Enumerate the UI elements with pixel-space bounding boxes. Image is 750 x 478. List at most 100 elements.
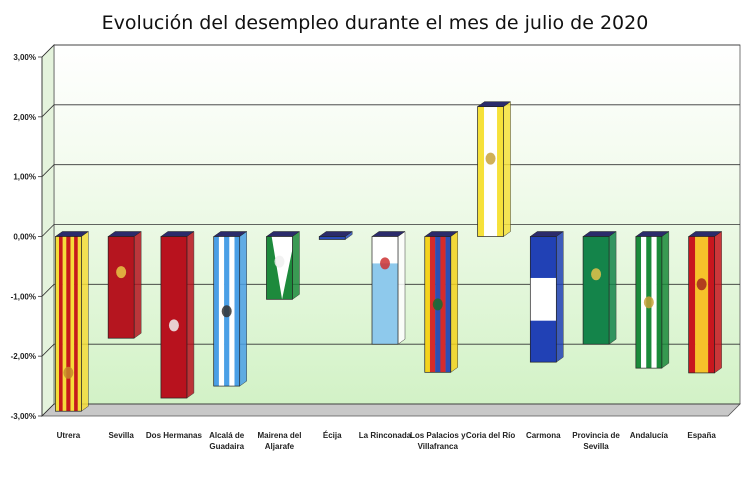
y-tick-label: -3,00%: [11, 412, 36, 421]
y-tick-label: 2,00%: [13, 113, 36, 122]
x-tick-label: Carmona: [526, 431, 561, 440]
bar-outline: [477, 106, 504, 237]
chart-title: Evolución del desempleo durante el mes d…: [101, 12, 649, 34]
y-tick-label: 0,00%: [13, 233, 36, 242]
x-tick-label: Utrera: [57, 431, 81, 440]
bar-ecija: [318, 231, 354, 240]
bar-stripe: [62, 236, 67, 412]
bar-rinconada: [371, 231, 406, 345]
bar-stripe: [656, 236, 663, 369]
gridline: [41, 224, 740, 237]
bar-side-face: [133, 231, 142, 339]
bar-outline: [688, 236, 715, 374]
plot-area: [41, 44, 741, 417]
bar-stripe: [59, 236, 63, 412]
bar-stripe: [229, 236, 235, 387]
gridline: [41, 403, 740, 417]
x-tick-label: Andalucía: [630, 431, 669, 440]
bar-provincia: [582, 231, 617, 345]
bar-dos-hermanas: [160, 231, 195, 399]
flag-emblem: [485, 152, 496, 165]
bar-outline: [529, 236, 557, 363]
flag-emblem: [63, 366, 74, 379]
bar-stripe: [695, 236, 709, 373]
bar-stripe: [429, 236, 436, 373]
x-tick-label: Sevilla: [108, 431, 134, 440]
bar-outline: [55, 236, 82, 412]
bar-stripe: [583, 236, 610, 345]
flag-emblem: [221, 305, 232, 318]
bar-stripe: [74, 236, 78, 412]
bar-stripe: [319, 236, 346, 240]
bar-outline: [318, 236, 346, 240]
x-tick-label: Coria del Río: [466, 431, 515, 440]
flag-emblem: [696, 278, 707, 291]
bar-espana: [687, 231, 723, 374]
bar-side-face: [397, 231, 406, 345]
bar-stripe: [271, 236, 293, 300]
bar-stripe: [445, 236, 451, 373]
bar-stripe: [160, 236, 188, 399]
bar-outline: [635, 236, 663, 369]
bar-stripe: [424, 236, 431, 373]
flag-emblem: [432, 298, 443, 311]
x-tick-label: Guadaira: [209, 442, 244, 451]
bar-side-face: [608, 231, 617, 345]
y-axis: 3,00% 2,00% 1,00% 0,00% -1,00% -2,00% -3,00%: [11, 53, 43, 421]
bar-stripe: [497, 106, 504, 237]
x-tick-label: Alcalá de: [209, 431, 245, 440]
gridline: [41, 164, 740, 177]
flag-emblem: [168, 319, 179, 332]
y-tick-label: 1,00%: [13, 173, 36, 182]
bar-stripe: [66, 236, 71, 412]
bars: [54, 101, 723, 412]
bar-palacios: [423, 231, 459, 373]
x-tick-label: Dos Hermanas: [146, 431, 203, 440]
x-tick-label: Écija: [323, 431, 342, 440]
bar-side-face: [556, 231, 564, 363]
x-tick-label: Sevilla: [583, 442, 609, 451]
y-tick-label: 3,00%: [13, 53, 36, 62]
flag-emblem: [643, 296, 654, 309]
bar-stripe: [77, 236, 82, 412]
y-tick-label: -1,00%: [11, 292, 36, 301]
bar-stripe: [708, 236, 715, 373]
bar-stripe: [651, 236, 657, 369]
y-tick-label: -2,00%: [11, 352, 36, 361]
plot-floor: [41, 403, 741, 417]
flag-emblem: [380, 257, 390, 270]
gridline: [41, 343, 740, 357]
bar-stripe: [372, 263, 398, 345]
x-tick-label: La Rinconada: [359, 431, 412, 440]
bar-sevilla: [107, 231, 142, 339]
bar-stripe: [108, 236, 135, 339]
bar-side-face: [450, 231, 459, 373]
bar-side-face: [239, 231, 247, 387]
bar-stripe: [530, 277, 557, 321]
gridline: [41, 44, 740, 58]
bar-alcala: [212, 231, 248, 387]
bar-side-face: [292, 231, 300, 300]
flag-emblem: [591, 268, 602, 281]
bar-side-face: [714, 231, 722, 374]
x-tick-label: Mairena del: [257, 431, 301, 440]
x-axis: Utrera Sevilla Dos Hermanas Alcalá de Guadai…: [57, 431, 717, 451]
bar-stripe: [213, 236, 220, 387]
x-tick-label: Los Palacios y: [410, 431, 466, 440]
gridline: [41, 104, 740, 118]
x-tick-label: Provincia de: [572, 431, 620, 440]
bar-outline: [107, 236, 135, 339]
bar-andalucia: [635, 231, 670, 369]
bar-stripe: [477, 106, 485, 237]
bar-outline: [213, 236, 241, 387]
bar-utrera: [54, 231, 90, 412]
bar-outline: [266, 236, 293, 300]
bar-side-face: [186, 231, 195, 399]
bar-stripe: [70, 236, 75, 412]
bar-carmona: [529, 231, 565, 363]
x-tick-label: Villafranca: [418, 442, 459, 451]
flag-emblem: [116, 266, 127, 279]
bar-stripe: [641, 236, 647, 369]
flag-emblem: [274, 255, 285, 268]
